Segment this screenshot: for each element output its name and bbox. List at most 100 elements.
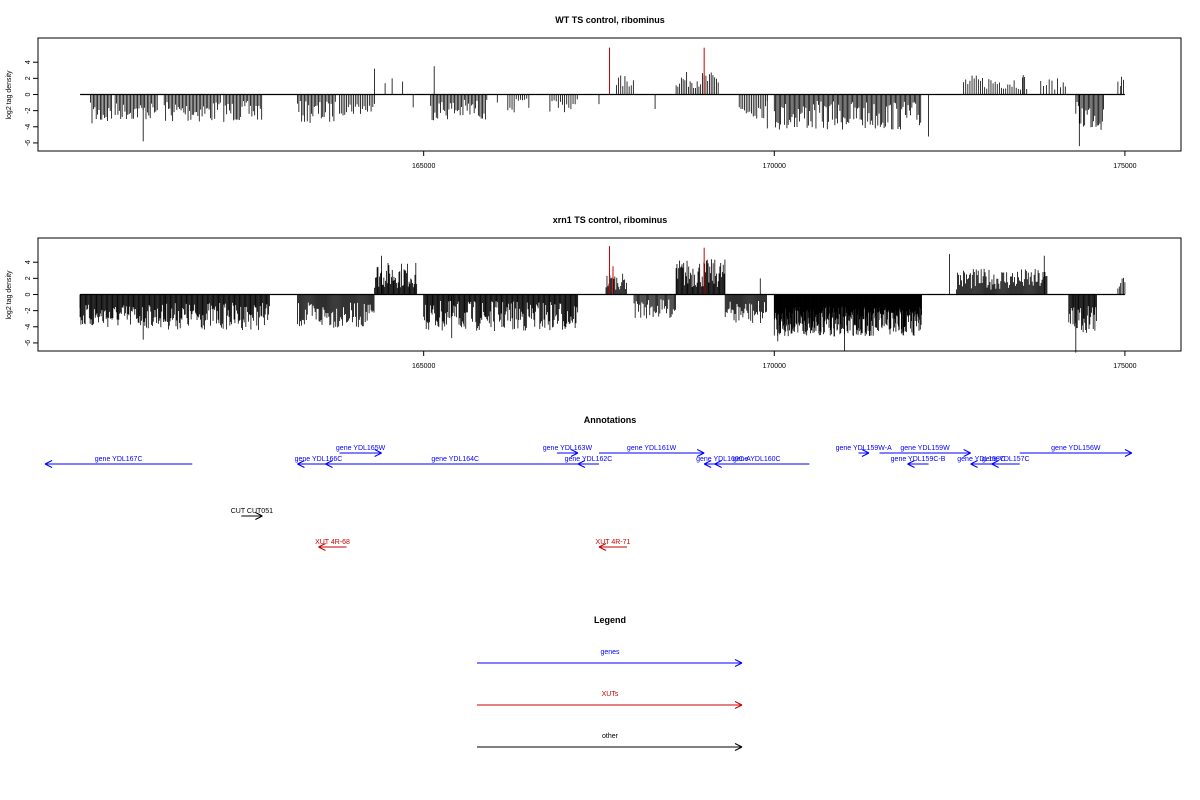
genes-arrow-head — [963, 452, 971, 457]
y-tick-label: 4 — [25, 260, 32, 264]
other-feature: CUT CUT051 — [231, 508, 273, 520]
genes-arrow-head — [696, 449, 705, 454]
genes-arrow-head — [703, 460, 712, 465]
legend-arrow-head — [734, 704, 743, 709]
genes-label: gene YDL159W-A — [836, 445, 892, 452]
genes-arrow-head — [696, 452, 705, 457]
xuts-arrow-head — [318, 543, 326, 548]
genes-feature: gene YDL158C — [957, 456, 1005, 468]
genes-label: gene YDL159W — [900, 445, 950, 452]
genes-feature: gene YDL157C — [982, 456, 1030, 468]
genes-label: gene YDL162C — [565, 456, 613, 463]
genes-feature: gene YDL163W — [543, 445, 593, 457]
genes-label: gene YDL158C — [957, 456, 1005, 463]
genes-feature: gene YDL164C — [325, 456, 585, 468]
legend-arrow-head — [734, 659, 743, 664]
legend-entry-genes: genes — [477, 649, 743, 667]
xuts-arrow-head — [598, 543, 607, 548]
feature-arrows: gene YDL167C gene YDL166C gene YDL165W gene… — [44, 445, 1133, 551]
genes-feature: gene YDL159W — [879, 445, 971, 457]
genes-label: gene YDL161W — [627, 445, 677, 452]
genes-arrow-head — [970, 463, 978, 468]
genes-arrow-head — [907, 460, 915, 465]
genes-arrow-head — [297, 463, 305, 468]
y-tick-label: -4 — [25, 124, 32, 130]
y-tick-label: 4 — [25, 60, 32, 64]
genes-arrow-head — [44, 460, 53, 465]
genes-arrow-head — [861, 449, 870, 454]
xuts-arrow-head — [318, 546, 326, 551]
genes-feature: gene YDL156W — [1019, 445, 1133, 457]
genes-arrow-head — [703, 463, 712, 468]
genes-label: gene YDL166C — [295, 456, 343, 463]
genes-label: gene YDL163W — [543, 445, 593, 452]
xuts-feature: XUT 4R-68 — [315, 539, 350, 551]
genes-arrow-head — [374, 449, 382, 454]
other-arrow-head — [255, 515, 263, 520]
genes-feature: gene YDL167C — [44, 456, 193, 468]
genes-arrow-head — [44, 463, 53, 468]
genes-arrow-head — [970, 460, 978, 465]
x-tick-label: 175000 — [1113, 363, 1136, 370]
genes-feature: gene YDL161W — [598, 445, 705, 457]
y-axis-label: log2 tag density — [6, 270, 13, 320]
genes-arrow-head — [714, 460, 722, 465]
panel-title: WT TS control, ribominus — [555, 15, 665, 25]
y-tick-label: 0 — [25, 92, 32, 96]
y-axis-label: log2 tag density — [6, 70, 13, 120]
genes-arrow-head — [570, 449, 579, 454]
genes-feature: gene YDL159W-A — [836, 445, 892, 457]
other-arrow-head — [255, 512, 263, 517]
genes-arrow-head — [577, 463, 586, 468]
legend-label: XUTs — [602, 691, 619, 698]
genes-label: gene YDL157C — [982, 456, 1030, 463]
x-tick-label: 170000 — [763, 363, 786, 370]
annotations-track: Annotations gene YDL167C gene YDL166Cgene… — [44, 415, 1133, 551]
other-label: CUT CUT051 — [231, 508, 273, 515]
density-bars — [80, 47, 1125, 147]
genes-arrow-head — [963, 449, 971, 454]
legend-arrow-head — [734, 743, 743, 748]
x-tick-label: 165000 — [412, 163, 435, 170]
genes-arrow-head — [577, 460, 586, 465]
genes-arrow-head — [570, 452, 579, 457]
genes-label: gene YDL160C — [733, 456, 781, 463]
legend-arrow-head — [734, 746, 743, 751]
genes-arrow-head — [861, 452, 870, 457]
genes-arrow-head — [297, 460, 305, 465]
legend-label: other — [602, 733, 619, 740]
density-bars — [79, 246, 1126, 353]
genes-arrow-head — [991, 460, 999, 465]
legend-entry-other: other — [477, 733, 743, 751]
panel-title: xrn1 TS control, ribominus — [553, 215, 668, 225]
y-tick-label: -2 — [25, 307, 32, 313]
genes-arrow-head — [325, 463, 333, 468]
y-tick-label: 2 — [25, 276, 32, 280]
x-tick-label: 175000 — [1113, 163, 1136, 170]
y-tick-label: -4 — [25, 324, 32, 330]
annotations-title: Annotations — [584, 415, 637, 425]
genes-arrow-head — [1124, 452, 1133, 457]
xuts-label: XUT 4R-68 — [315, 539, 350, 546]
genes-feature: gene YDL165W — [336, 445, 386, 457]
legend-entry-xuts: XUTs — [477, 691, 743, 709]
legend-label: genes — [600, 649, 620, 656]
x-tick-label: 170000 — [763, 163, 786, 170]
y-tick-label: 0 — [25, 292, 32, 296]
genes-feature: gene YDL159C-B — [891, 456, 946, 468]
legend-arrow-head — [734, 701, 743, 706]
legend: Legend genes XUTs other — [477, 615, 743, 751]
xuts-label: XUT 4R-71 — [596, 539, 631, 546]
genes-label: gene YDL160C-A — [696, 456, 751, 463]
genes-label: gene YDL165W — [336, 445, 386, 452]
genes-arrow-head — [1124, 449, 1133, 454]
y-tick-label: -6 — [25, 340, 32, 346]
xuts-arrow-head — [598, 546, 607, 551]
genes-arrow-head — [991, 463, 999, 468]
legend-title: Legend — [594, 615, 626, 625]
legend-arrow-head — [734, 662, 743, 667]
x-tick-label: 165000 — [412, 363, 435, 370]
xrn1-density-panel: xrn1 TS control, ribominus log2 tag dens… — [6, 215, 1182, 370]
genes-arrow-head — [325, 460, 333, 465]
